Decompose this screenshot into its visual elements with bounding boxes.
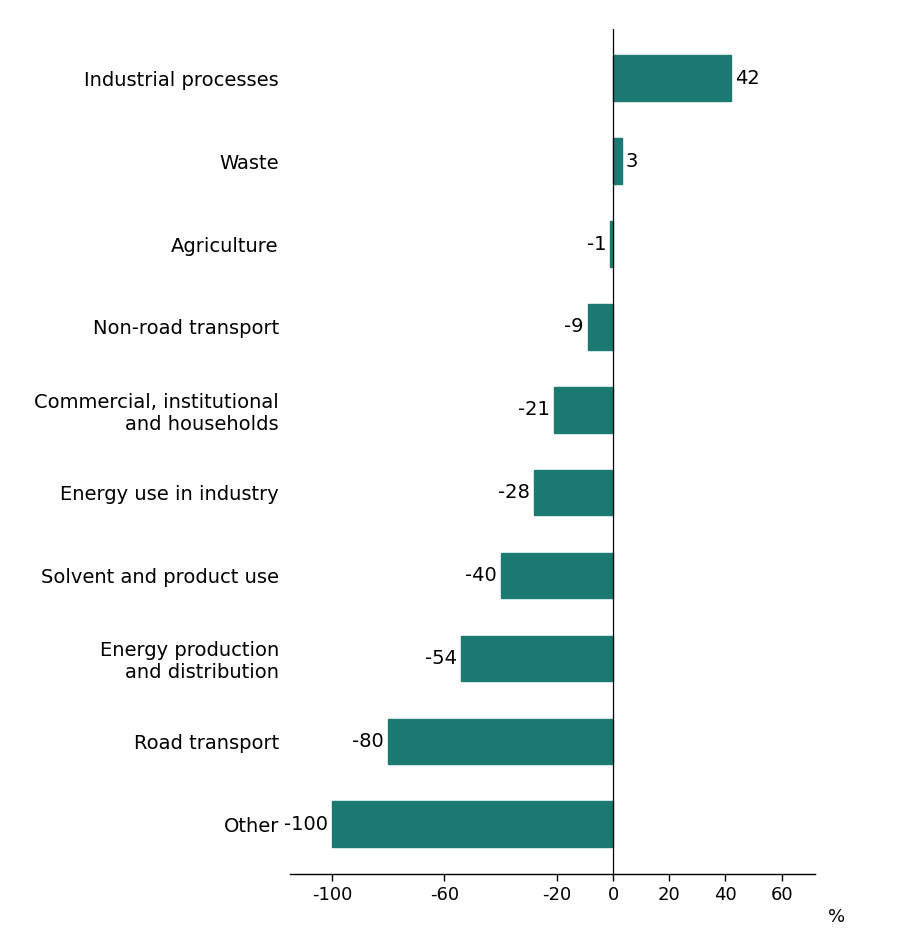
Bar	[554, 387, 613, 432]
Text: -80: -80	[352, 732, 384, 750]
Bar	[613, 55, 731, 101]
Bar	[613, 139, 622, 184]
Text: -40: -40	[465, 566, 496, 585]
Text: -1: -1	[586, 235, 606, 254]
Text: 42: 42	[736, 68, 760, 87]
Bar	[611, 221, 613, 267]
Text: -9: -9	[564, 317, 583, 336]
Text: -21: -21	[518, 400, 550, 419]
Text: -54: -54	[425, 649, 458, 668]
Text: -28: -28	[498, 484, 530, 503]
Text: 3: 3	[626, 152, 638, 171]
Bar	[535, 470, 613, 516]
Bar	[389, 718, 613, 764]
Text: -100: -100	[284, 815, 328, 834]
Bar	[588, 304, 613, 350]
Bar	[461, 636, 613, 681]
Bar	[333, 802, 613, 847]
X-axis label: %: %	[828, 908, 845, 926]
Bar	[501, 553, 613, 598]
